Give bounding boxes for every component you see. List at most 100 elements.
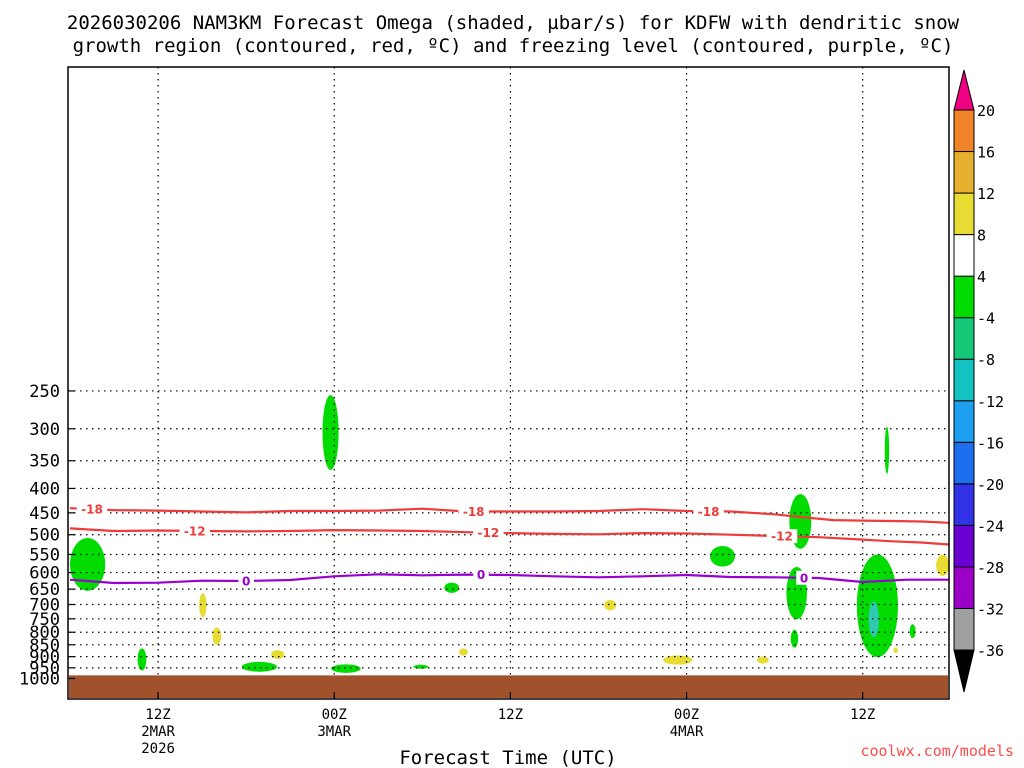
omega-region-3 [710, 546, 736, 567]
omega-region-12 [241, 661, 277, 672]
contour-label-bg-0-1 [473, 567, 489, 582]
y-tick-label-700: 700 [29, 596, 60, 616]
x-tick-label-42-1: 4MAR [670, 724, 704, 740]
y-tick-label-800: 800 [29, 623, 60, 643]
colorbar-label-10: 8 [977, 227, 986, 245]
omega-region-9 [884, 426, 890, 474]
omega-region-15 [199, 593, 207, 618]
title-line-2: growth region (contoured, red, ºC) and f… [73, 35, 954, 57]
contour-line--18 [69, 507, 950, 524]
y-tick-label-550: 550 [29, 545, 60, 565]
colorbar-bin-11 [953, 151, 975, 194]
omega-region-2 [444, 582, 460, 593]
colorbar-label-0: -36 [977, 642, 1004, 660]
contour-label--12-0: -12 [184, 524, 206, 538]
x-tick-label-42-0: 00Z [674, 707, 699, 723]
omega-region-10 [909, 624, 916, 639]
x-tick-label-6-2: 2026 [141, 741, 175, 757]
y-tick-label-650: 650 [29, 580, 60, 600]
colorbar-label-9: 4 [977, 268, 986, 286]
colorbar-bin-0 [953, 607, 975, 651]
omega-region-21 [757, 656, 769, 664]
y-axis: 2503003504004505005506006507007508008509… [19, 382, 75, 690]
omega-region-18 [459, 648, 468, 656]
contour-label-bg-0-0 [238, 574, 254, 589]
omega-region-11 [137, 648, 147, 671]
contour-label--18-1: -18 [463, 505, 485, 519]
contour-label-bg--18-2 [693, 504, 724, 519]
contour-label-bg-0-2 [796, 570, 812, 585]
colorbar-label-7: -8 [977, 351, 995, 369]
terrain-fill [69, 675, 948, 698]
contour-label-bg--18-0 [76, 502, 108, 517]
colorbar-bin-5 [953, 400, 975, 443]
x-axis-label: Forecast Time (UTC) [399, 747, 616, 768]
contour-line--12 [69, 527, 950, 546]
omega-region-13 [331, 664, 361, 673]
gridlines [68, 67, 949, 699]
contour-label--12-2: -12 [771, 530, 793, 544]
omega-region-1 [322, 395, 339, 471]
contour-label--18-2: -18 [698, 505, 720, 519]
contour-label-bg--18-1 [458, 504, 489, 519]
omega-region-6 [790, 629, 799, 648]
y-tick-label-350: 350 [29, 452, 60, 472]
colorbar-label-4: -20 [977, 476, 1004, 494]
colorbar-label-12: 16 [977, 144, 995, 162]
omega-region-23 [936, 554, 949, 576]
colorbar-label-8: -4 [977, 310, 995, 328]
omega-region-19 [604, 600, 617, 611]
contour-label-0-2: 0 [800, 571, 808, 585]
omega-region-7 [856, 554, 898, 658]
colorbar-bin-7 [953, 317, 975, 360]
x-tick-label-54-0: 12Z [850, 707, 875, 723]
colorbar-bin-above [953, 69, 975, 111]
y-tick-label-900: 900 [29, 648, 60, 668]
omega-region-20 [663, 655, 693, 665]
colorbar-bin-12 [953, 109, 975, 153]
colorbar-bin-4 [953, 441, 975, 485]
colorbar-bin-10 [953, 192, 975, 236]
colorbar-bin-1 [953, 566, 975, 609]
colorbar-bin-6 [953, 358, 975, 402]
colorbar-label-2: -28 [977, 559, 1004, 577]
plot-frame [67, 66, 950, 700]
omega-region-8 [868, 601, 879, 638]
contour-label--12-1: -12 [478, 526, 500, 540]
colorbar-label-13: 20 [977, 102, 995, 120]
y-tick-label-600: 600 [29, 564, 60, 584]
omega-region-14 [413, 664, 429, 669]
x-tick-label-6-0: 12Z [145, 707, 170, 723]
omega-region-17 [271, 650, 285, 659]
y-tick-label-450: 450 [29, 504, 60, 524]
colorbar-label-6: -12 [977, 393, 1004, 411]
terrain-layer [69, 675, 948, 698]
contour-label-0-0: 0 [242, 575, 250, 589]
colorbar-bin-2 [953, 524, 975, 568]
colorbar-bin-3 [953, 483, 975, 526]
contour-label-bg--12-0 [179, 523, 211, 538]
y-tick-label-400: 400 [29, 479, 60, 499]
y-tick-label-1000: 1000 [19, 670, 60, 690]
y-tick-label-950: 950 [29, 659, 60, 679]
colorbar-label-3: -24 [977, 517, 1004, 535]
colorbar-bin-below [953, 649, 975, 693]
title-line-1: 2026030206 NAM3KM Forecast Omega (shaded… [67, 12, 960, 34]
omega-region-16 [212, 627, 222, 645]
colorbar-label-11: 12 [977, 185, 995, 203]
colorbar-bin-9 [953, 234, 975, 277]
y-tick-label-300: 300 [29, 420, 60, 440]
contour-label-bg--12-1 [473, 525, 504, 540]
colorbar-label-5: -16 [977, 434, 1004, 452]
contour-label--18-0: -18 [81, 503, 103, 517]
colorbar-label-1: -32 [977, 600, 1004, 618]
colorbar: -36 -32 -28 -24 -20 -16 -12 -8 -4 4 8 12 16 20 [953, 69, 1004, 693]
y-tick-label-500: 500 [29, 526, 60, 546]
omega-region-22 [893, 647, 898, 654]
x-tick-label-6-1: 2MAR [141, 724, 175, 740]
contour-line-0 [69, 573, 949, 585]
omega-region-0 [70, 538, 106, 591]
contour-lines: -18 -18 -18 -12 -12 -12 0 0 0 [69, 502, 950, 589]
contour-label-0-1: 0 [477, 568, 485, 582]
